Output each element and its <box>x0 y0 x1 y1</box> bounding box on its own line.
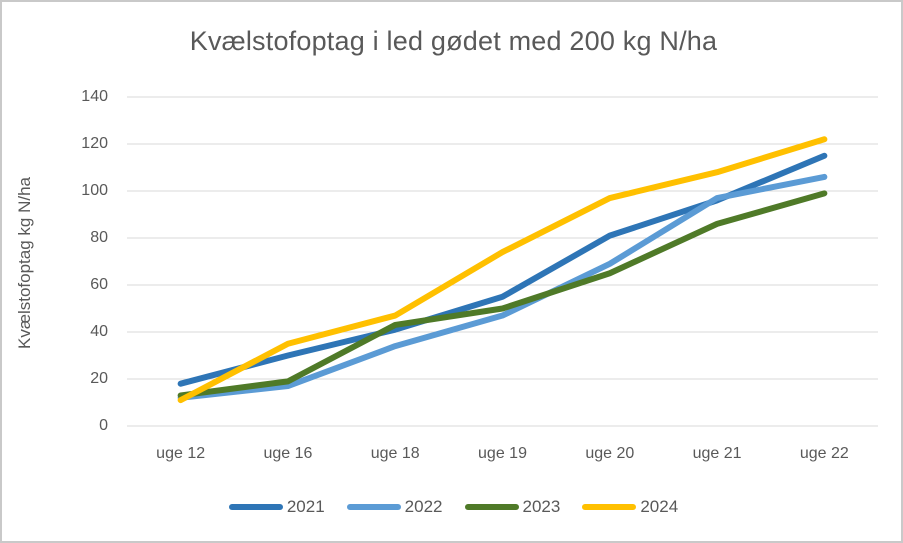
y-tick-label-20: 20 <box>90 370 108 387</box>
legend-swatch-2022 <box>346 504 401 510</box>
legend-item-2024: 2024 <box>582 497 678 517</box>
y-tick-label-60: 60 <box>90 276 108 293</box>
legend-item-2021: 2021 <box>228 497 325 517</box>
x-tick-label-3: uge 19 <box>478 445 527 462</box>
legend-label-2021: 2021 <box>286 497 325 516</box>
legend: 2021 2022 2023 2024 <box>2 492 901 522</box>
legend-item-2022: 2022 <box>346 497 443 517</box>
y-tick-label-100: 100 <box>81 182 108 199</box>
legend-label-2022: 2022 <box>404 497 443 516</box>
y-tick-label-80: 80 <box>90 229 108 246</box>
legend-label-2024: 2024 <box>640 497 679 516</box>
y-tick-label-40: 40 <box>90 323 108 340</box>
series-line-2022 <box>177 173 828 401</box>
legend-swatch-2023 <box>464 504 519 510</box>
x-tick-label-5: uge 21 <box>692 445 742 462</box>
legend-label-2023: 2023 <box>522 497 561 516</box>
y-tick-label-140: 140 <box>81 88 108 105</box>
chart-title: Kvælstofoptag i led gødet med 200 kg N/h… <box>189 26 718 56</box>
x-tick-label-6: uge 22 <box>799 445 849 462</box>
series-line-2023 <box>177 190 828 399</box>
x-tick-label-1: uge 16 <box>263 445 313 462</box>
x-tick-label-0: uge 12 <box>156 445 206 462</box>
legend-swatch-2021 <box>228 504 283 510</box>
x-tick-label-4: uge 20 <box>585 445 635 462</box>
legend-swatch-2024 <box>582 504 637 510</box>
series-line-2024 <box>177 136 828 404</box>
legend-item-2023: 2023 <box>464 497 561 517</box>
y-tick-label-120: 120 <box>81 135 108 152</box>
y-tick-label-0: 0 <box>99 417 108 434</box>
x-tick-label-2: uge 18 <box>370 445 420 462</box>
